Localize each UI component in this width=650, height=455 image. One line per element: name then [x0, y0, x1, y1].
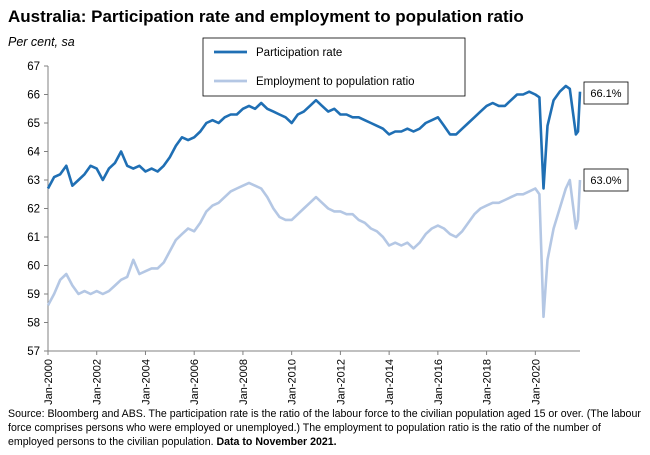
x-tick-label: Jan-2006 [189, 359, 201, 405]
y-tick-label: 57 [27, 346, 40, 358]
series-line-1 [46, 178, 582, 319]
x-tick-label: Jan-2002 [92, 359, 104, 405]
series-lines [46, 84, 582, 319]
axes: 57 58 59 60 61 62 63 64 65 66 67 Jan-2000 Jan-2002 Ja… [27, 61, 580, 405]
legend-box [202, 37, 466, 97]
y-tick-label: 65 [27, 118, 40, 130]
x-tick-label: Jan-2000 [43, 359, 55, 405]
y-tick-label: 58 [27, 318, 40, 330]
series-line-0 [46, 84, 582, 190]
y-tick-label: 63 [27, 175, 40, 187]
end-labels: 66.1% 63.0% [583, 81, 629, 192]
y-tick-label: 59 [27, 289, 40, 301]
end-label-box [583, 168, 629, 192]
legend-label: Participation rate [256, 47, 342, 59]
chart-title: Australia: Participation rate and employ… [8, 7, 524, 26]
legend: Participation rate Employment to populati… [202, 37, 466, 97]
x-tick-label: Jan-2010 [287, 359, 299, 405]
y-tick-label: 62 [27, 204, 40, 216]
x-tick-label: Jan-2008 [238, 359, 250, 405]
y-tick-label: 61 [27, 232, 40, 244]
y-tick-label: 64 [27, 147, 40, 159]
x-tick-label: Jan-2012 [335, 359, 347, 405]
end-label: 66.1% [590, 88, 621, 100]
x-tick-label: Jan-2014 [384, 359, 396, 405]
x-tick-label: Jan-2004 [140, 359, 152, 405]
y-tick-label: 60 [27, 261, 40, 273]
source-note: Source: Bloomberg and ABS. The participa… [8, 407, 644, 449]
legend-label: Employment to population ratio [256, 76, 415, 88]
chart-subtitle: Per cent, sa [8, 35, 75, 49]
y-tick-label: 67 [27, 61, 40, 73]
chart-canvas: 57 58 59 60 61 62 63 64 65 66 67 Jan-2000 Jan-2002 Ja… [27, 37, 629, 405]
data-note: Data to November 2021. [216, 436, 337, 448]
x-tick-label: Jan-2018 [482, 359, 494, 405]
y-tick-label: 66 [27, 90, 40, 102]
source-note-text: Source: Bloomberg and ABS. The participa… [8, 408, 641, 448]
x-tick-label: Jan-2016 [433, 359, 445, 405]
end-label: 63.0% [590, 175, 621, 187]
x-tick-label: Jan-2020 [530, 359, 542, 405]
end-label-box [583, 81, 629, 105]
